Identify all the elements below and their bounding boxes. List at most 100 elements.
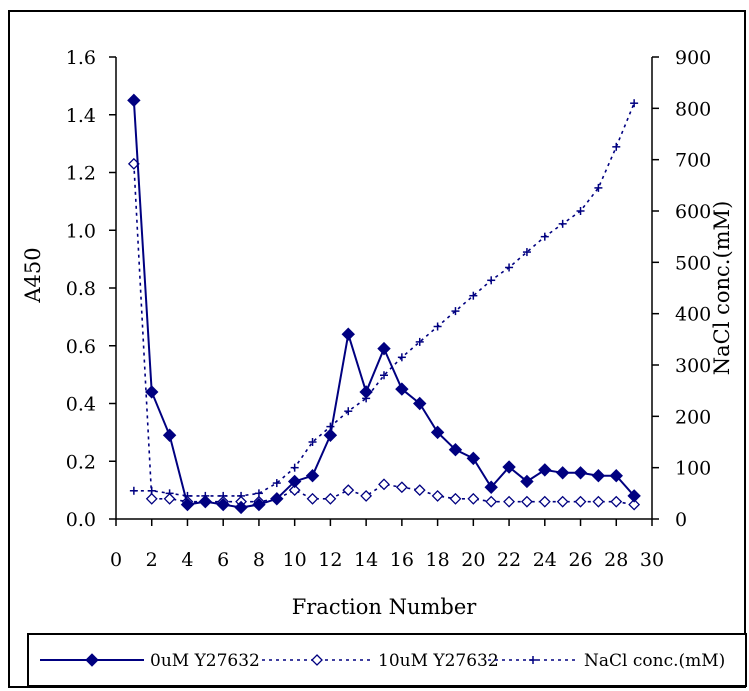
data-point [145, 385, 159, 399]
data-point [574, 495, 587, 508]
y-tick-label: 0.6 [66, 336, 96, 358]
data-point [485, 495, 498, 508]
data-point [502, 460, 516, 474]
data-point [272, 479, 281, 488]
data-point [288, 484, 301, 497]
y2-axis-title: NaCl conc.(mM) [710, 201, 734, 376]
data-point [558, 219, 567, 228]
data-point [433, 322, 442, 331]
data-point [592, 495, 605, 508]
x-tick-label: 28 [604, 549, 628, 571]
x-tick-label: 4 [181, 549, 193, 571]
data-point [609, 468, 623, 483]
data-point [395, 382, 409, 396]
data-point [216, 497, 230, 512]
data-point [555, 466, 570, 480]
y-tick-label: 0.0 [66, 509, 96, 531]
data-point [324, 492, 337, 505]
data-point [451, 307, 460, 316]
data-point [431, 489, 444, 502]
legend-marker [529, 656, 537, 664]
data-point [628, 498, 641, 511]
data-point [576, 207, 585, 215]
y-tick-label: 0.8 [66, 278, 96, 300]
legend-marker-filled-diamond [85, 653, 99, 667]
data-point [413, 484, 426, 497]
y2-tick-label: 900 [675, 47, 711, 69]
y-tick-label: 1.2 [66, 163, 96, 185]
x-tick-label: 22 [497, 549, 521, 571]
data-point [430, 425, 445, 440]
data-point [308, 438, 317, 446]
x-axis-title: Fraction Number [292, 595, 478, 619]
data-point [487, 276, 496, 285]
legend-label: NaCl conc.(mM) [584, 651, 725, 671]
legend-marker [311, 654, 323, 666]
data-point [415, 337, 424, 346]
y2-tick-label: 800 [675, 98, 711, 120]
data-point [162, 428, 177, 442]
legend-label: 0uM Y27632 [150, 651, 260, 671]
data-point [448, 442, 463, 457]
data-point [323, 428, 338, 442]
y-tick-label: 1.0 [66, 220, 96, 242]
data-point [129, 486, 138, 495]
data-point [612, 142, 621, 151]
data-point [378, 478, 390, 491]
data-point [252, 497, 266, 512]
data-point [503, 495, 515, 508]
data-point [466, 451, 481, 466]
data-point [591, 468, 606, 483]
data-point [538, 463, 552, 477]
data-point [522, 248, 531, 257]
data-point [520, 474, 534, 489]
x-tick-label: 18 [426, 549, 450, 571]
chart-frame [8, 10, 746, 688]
y2-tick-label: 700 [675, 150, 711, 172]
x-tick-label: 6 [217, 549, 229, 571]
data-point [344, 407, 353, 416]
y-tick-label: 0.2 [66, 451, 96, 473]
series-3 [129, 99, 639, 500]
data-point [573, 466, 588, 480]
legend-marker [85, 653, 99, 667]
data-point [505, 263, 514, 272]
data-point [287, 474, 302, 489]
data-point [290, 463, 299, 472]
y2-tick-label: 400 [675, 304, 711, 326]
x-tick-label: 26 [568, 549, 592, 571]
data-point [538, 495, 551, 508]
data-point [556, 495, 569, 508]
x-tick-label: 12 [318, 549, 342, 571]
legend-label: 10uM Y27632 [378, 651, 499, 671]
series-2 [127, 157, 641, 511]
data-point [306, 492, 319, 505]
data-point [610, 495, 623, 508]
data-point [630, 99, 639, 108]
legend-marker-plus [529, 656, 537, 664]
series-1 [127, 93, 641, 515]
axes: 0 2 4 6 8 10 12 14 16 18 20 22 24 26 28 300.00.20.40.60… [66, 47, 711, 571]
data-point [469, 291, 478, 300]
data-point [467, 492, 480, 505]
data-point [540, 232, 549, 241]
x-tick-label: 24 [533, 549, 557, 571]
data-point [377, 341, 391, 356]
data-point [380, 371, 388, 380]
data-point [342, 484, 355, 497]
data-point [395, 481, 408, 494]
series-layer [127, 93, 641, 515]
legend-entry-series-1: 0uM Y27632 [40, 651, 260, 671]
data-point [359, 385, 373, 399]
data-point [127, 93, 141, 108]
legend-entry-series-3: NaCl conc.(mM) [488, 651, 725, 671]
data-point [521, 495, 533, 508]
x-tick-label: 16 [390, 549, 414, 571]
y2-tick-label: 500 [675, 252, 711, 274]
series-line [132, 100, 635, 509]
data-point [397, 353, 406, 362]
series-line [133, 102, 635, 497]
y-tick-label: 0.4 [66, 394, 96, 416]
legend: 0uM Y27632 10uM Y27632 NaCl conc.(mM) [27, 633, 747, 687]
